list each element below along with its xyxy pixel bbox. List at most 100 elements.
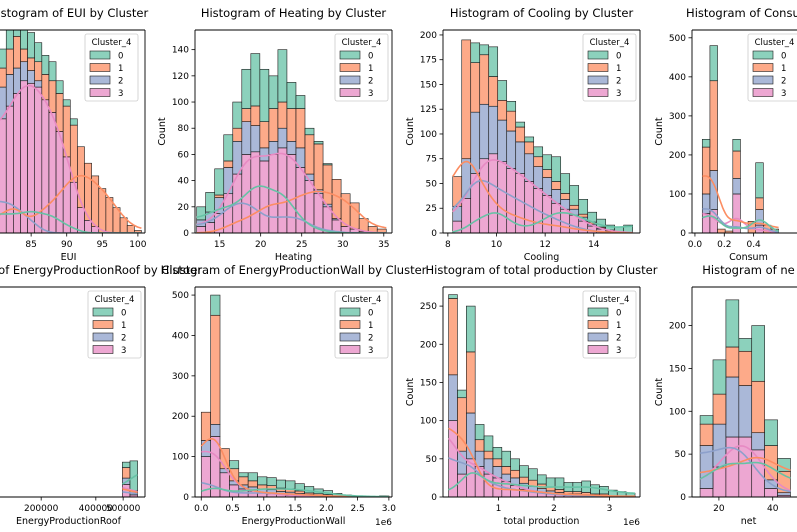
- bar-cluster-3: [20, 80, 28, 233]
- bar-cluster-1: [295, 108, 306, 149]
- y-tick-label: 0: [431, 493, 437, 503]
- bar-cluster-0: [295, 95, 306, 109]
- x-tick-label: 12: [539, 240, 550, 250]
- bar-cluster-1: [515, 126, 526, 143]
- bar-cluster-1: [20, 48, 28, 63]
- chart-title: Histogram of EUI by Cluster: [0, 6, 148, 20]
- bar-cluster-0: [560, 173, 571, 194]
- bar-cluster-1: [313, 143, 324, 191]
- bar-cluster-1: [286, 108, 297, 142]
- bar-cluster-3: [497, 161, 508, 233]
- legend-label-1: 1: [616, 321, 621, 331]
- bar-cluster-2: [701, 193, 711, 214]
- x-tick-label: 0.0: [194, 504, 209, 514]
- bar-cluster-0: [497, 80, 508, 101]
- y-tick-label: 400: [669, 73, 686, 83]
- chart-title: Histogram of EnergyProductionWall by Clu…: [161, 263, 427, 277]
- bar-cluster-0: [247, 472, 258, 482]
- legend-swatch-1: [339, 63, 361, 72]
- bar-cluster-3: [286, 154, 297, 233]
- legend-swatch-3: [339, 88, 361, 97]
- y-tick-label: 100: [172, 98, 189, 108]
- x-tick-label: 20: [255, 240, 267, 250]
- bar-cluster-0: [528, 468, 538, 481]
- kde-line-cluster-2: [0, 200, 142, 233]
- bar-cluster-1: [732, 150, 741, 179]
- bar-cluster-0: [623, 224, 634, 233]
- y-tick-label: 150: [669, 364, 686, 374]
- bar-cluster-0: [764, 419, 778, 446]
- bar-cluster-1: [572, 491, 583, 495]
- kde-line-cluster-0: [699, 461, 791, 480]
- x-tick-label: 35: [378, 240, 389, 250]
- x-tick-label: 30: [337, 240, 349, 250]
- legend-swatch-1: [752, 63, 774, 72]
- bars: [200, 294, 390, 497]
- legend-swatch-1: [89, 63, 111, 72]
- x-tick-label: 500000: [106, 504, 141, 514]
- bar-cluster-1: [461, 39, 472, 160]
- bar-cluster-3: [259, 160, 270, 233]
- legend-swatch-2: [92, 332, 114, 342]
- y-tick-label: 200: [420, 340, 437, 350]
- bar-cluster-0: [238, 472, 249, 478]
- legend-label-3: 3: [616, 346, 621, 356]
- legend-title: Cluster_4: [590, 295, 630, 305]
- bar-cluster-3: [764, 488, 778, 497]
- x-tick-label: 10: [491, 240, 503, 250]
- kde-line-cluster-0: [201, 487, 389, 497]
- bar-cluster-0: [755, 162, 764, 199]
- bar-cluster-2: [751, 432, 765, 451]
- bar-cluster-0: [542, 154, 553, 170]
- bar-cluster-0: [210, 294, 221, 316]
- kde-line-cluster-3: [196, 152, 387, 233]
- bar-cluster-1: [510, 469, 520, 479]
- bar-cluster-0: [48, 61, 57, 82]
- bar-cluster-0: [69, 118, 78, 126]
- y-tick-label: 150: [420, 378, 437, 388]
- bar-cluster-1: [492, 458, 503, 467]
- bar-cluster-1: [569, 204, 580, 210]
- bar-cluster-1: [712, 393, 727, 425]
- x-tick-label: 400000: [79, 504, 114, 514]
- x-tick-label: 0.0: [688, 240, 703, 250]
- y-tick-label: 100: [420, 417, 437, 427]
- legend-swatch-0: [587, 307, 609, 317]
- x-tick-label: 1.0: [257, 504, 272, 514]
- y-tick-label: 150: [420, 80, 437, 90]
- legend-swatch-3: [752, 88, 774, 97]
- bar-cluster-0: [196, 206, 206, 221]
- subplot-6: 0.0 0.5 1.0 1.5 2.0 2.5 3.0 0 100 200 300 400 500 His…: [161, 263, 427, 528]
- bar-cluster-1: [448, 298, 458, 376]
- x-tick-label: 25: [296, 240, 307, 250]
- bar-cluster-0: [533, 146, 544, 158]
- y-tick-label: 60: [178, 150, 190, 160]
- bar-cluster-1: [709, 80, 718, 171]
- bar-cluster-0: [259, 68, 270, 122]
- bar-cluster-1: [551, 181, 562, 190]
- y-tick-label: 200: [420, 31, 437, 41]
- bar-cluster-1: [322, 164, 333, 205]
- bar-cluster-1: [560, 193, 571, 200]
- bar-cluster-0: [304, 127, 315, 136]
- bar-cluster-0: [738, 338, 753, 352]
- x-tick-label: 85: [25, 240, 36, 250]
- kde-line-cluster-3: [452, 159, 633, 233]
- bar-cluster-1: [241, 108, 252, 122]
- kde-line-cluster-0: [0, 210, 142, 233]
- bar-cluster-3: [55, 131, 64, 233]
- legend-label-3: 3: [121, 346, 126, 356]
- legend-label-0: 0: [616, 52, 621, 62]
- bar-cluster-0: [590, 484, 600, 495]
- bar-cluster-0: [276, 479, 286, 489]
- bar-cluster-0: [751, 325, 765, 382]
- legend: Cluster_4 0 1 2 3: [334, 33, 389, 102]
- legend-swatch-0: [339, 307, 361, 317]
- bar-cluster-1: [724, 230, 734, 233]
- legend-swatch-0: [92, 307, 114, 317]
- legend-label-3: 3: [118, 89, 123, 99]
- x-tick-label: 8: [445, 240, 451, 250]
- bar-cluster-0: [257, 476, 268, 486]
- bar-cluster-2: [13, 67, 21, 94]
